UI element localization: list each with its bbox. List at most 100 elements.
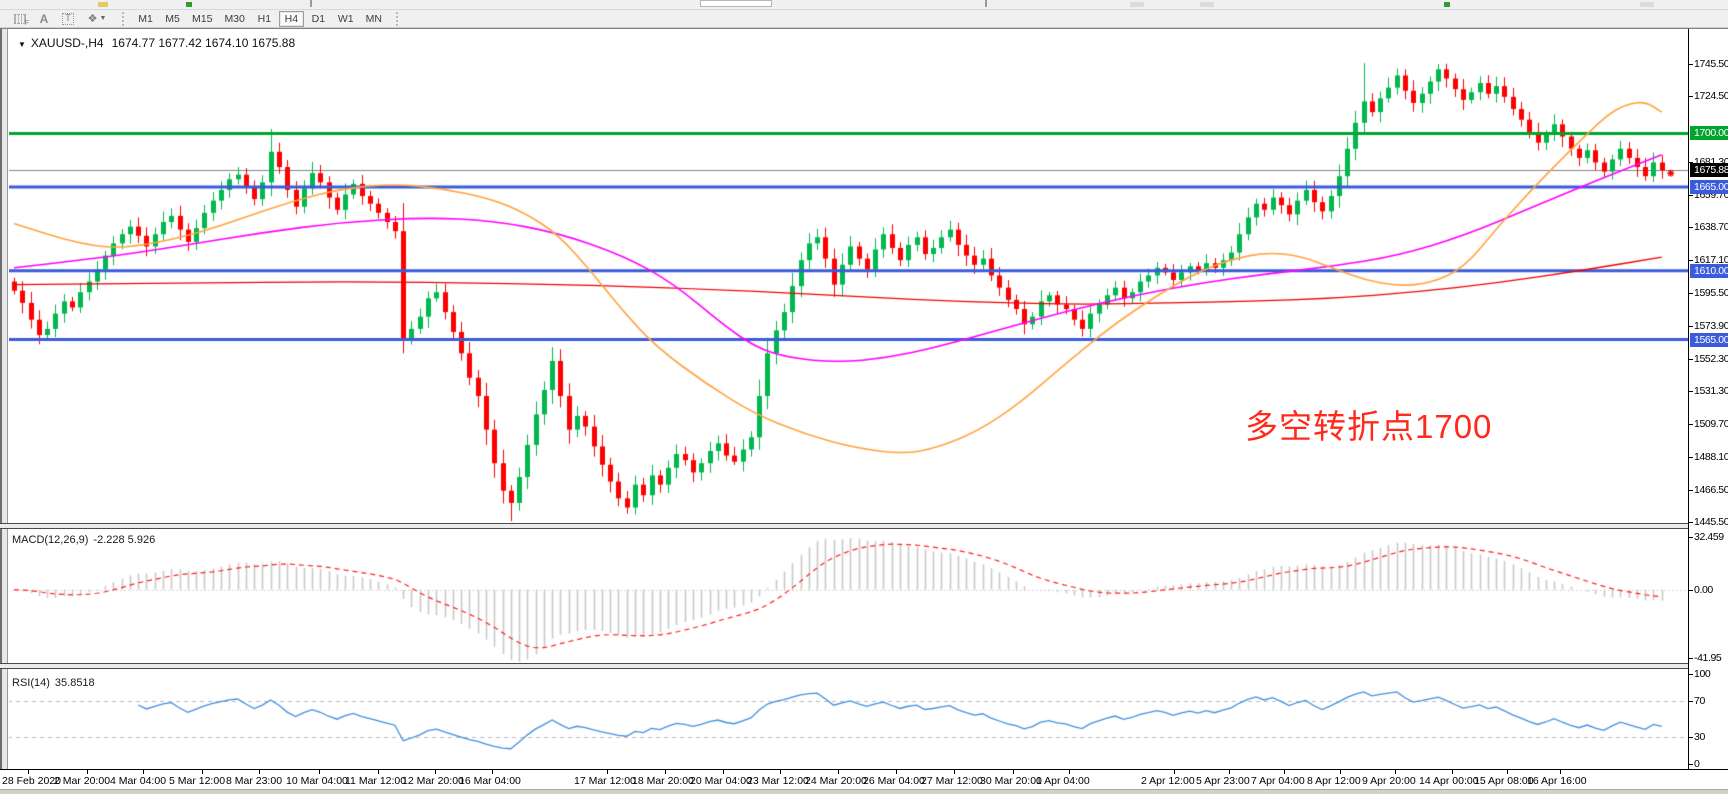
time-tick-mark — [1229, 770, 1230, 774]
price-tick: 1745.50 — [1694, 58, 1728, 70]
macd-tick: -41.95 — [1694, 652, 1722, 664]
rsi-tick-mark — [1689, 737, 1693, 738]
macd-values: -2.228 5.926 — [93, 534, 156, 546]
timeframe-button-h1[interactable]: H1 — [257, 12, 272, 25]
chart-text-annotation: 多空转折点1700 — [1245, 408, 1493, 445]
timeframe-button-mn[interactable]: MN — [365, 12, 382, 25]
time-label: 7 Apr 04:00 — [1251, 775, 1305, 787]
time-label: 20 Mar 04:00 — [690, 775, 752, 787]
window-bottom-edge — [0, 789, 1728, 794]
pane-separator-macd[interactable] — [0, 523, 1728, 529]
time-tick-mark — [1340, 770, 1341, 774]
time-tick-mark — [378, 770, 379, 774]
time-label: 10 Mar 04:00 — [286, 775, 348, 787]
macd-tick: 0.00 — [1694, 584, 1713, 596]
drawing-and-timeframe-toolbar: F A T ❖ ▼ M1 M5 M15 M30 H1 H4 D1 W1 MN — [0, 10, 1728, 28]
price-tick-mark — [1689, 391, 1693, 392]
toolbar-remnant-separator — [310, 0, 312, 7]
time-label: 27 Mar 12:00 — [921, 775, 983, 787]
time-tick-mark — [435, 770, 436, 774]
time-label: 18 Mar 20:00 — [632, 775, 694, 787]
boxed-t-icon: T — [61, 12, 75, 25]
price-tick-mark — [1689, 490, 1693, 491]
rsi-tick-mark — [1689, 701, 1693, 702]
time-tick-mark — [492, 770, 493, 774]
timeframe-button-m30[interactable]: M30 — [224, 12, 245, 25]
price-tick: 1552.30 — [1694, 353, 1728, 365]
time-label: 24 Mar 20:00 — [805, 775, 867, 787]
time-label: 16 Apr 16:00 — [1527, 775, 1587, 787]
indicator-grid-tool-button[interactable]: F — [8, 11, 32, 27]
price-tick: 1509.70 — [1694, 418, 1728, 430]
time-tick-mark — [319, 770, 320, 774]
toolbar-remnant-combobox — [700, 0, 772, 7]
time-tick-mark — [1507, 770, 1508, 774]
rsi-tick-mark — [1689, 674, 1693, 675]
rsi-name: RSI(14) — [12, 677, 50, 689]
time-tick-mark — [259, 770, 260, 774]
timeframe-button-w1[interactable]: W1 — [337, 12, 354, 25]
price-tick: 1573.90 — [1694, 320, 1728, 332]
macd-tick-mark — [1689, 590, 1693, 591]
time-tick-mark — [28, 770, 29, 774]
toolbar-separator — [395, 11, 401, 26]
time-tick-mark — [954, 770, 955, 774]
price-tick-mark — [1689, 326, 1693, 327]
time-label: 23 Mar 12:00 — [747, 775, 809, 787]
chart-title: ▼ XAUUSD-,H4 1674.77 1677.42 1674.10 1675.… — [18, 36, 295, 50]
time-label: 5 Apr 23:00 — [1196, 775, 1250, 787]
price-tick-mark — [1689, 96, 1693, 97]
time-tick-mark — [723, 770, 724, 774]
hline-price-badge: 1665.00 — [1690, 180, 1728, 194]
macd-tick: 32.459 — [1694, 531, 1724, 543]
chart-ohlc-values: 1674.77 1677.42 1674.10 1675.88 — [111, 36, 296, 50]
time-label: 26 Mar 04:00 — [863, 775, 925, 787]
rsi-tick: 30 — [1694, 731, 1705, 743]
time-label: 2 Mar 20:00 — [54, 775, 111, 787]
rsi-value: 35.8518 — [54, 677, 95, 689]
timeframe-button-m1[interactable]: M1 — [138, 12, 153, 25]
pane-separator-rsi[interactable] — [0, 663, 1728, 669]
chart-dropdown-arrow-icon[interactable]: ▼ — [18, 40, 26, 49]
chevron-down-icon: ▼ — [99, 15, 107, 22]
time-tick-mark — [1395, 770, 1396, 774]
time-tick-mark — [1560, 770, 1561, 774]
rsi-tick: 100 — [1694, 668, 1711, 680]
macd-tick-mark — [1689, 658, 1693, 659]
time-tick-mark — [143, 770, 144, 774]
price-tick-mark — [1689, 195, 1693, 196]
time-tick-mark — [665, 770, 666, 774]
text-label-tool-button[interactable]: T — [56, 11, 80, 27]
timeframe-button-h4[interactable]: H4 — [278, 10, 304, 27]
macd-tick-mark — [1689, 537, 1693, 538]
time-tick-mark — [896, 770, 897, 774]
timeframe-button-m15[interactable]: M15 — [192, 12, 213, 25]
hline-price-badge: 1700.00 — [1690, 126, 1728, 140]
time-axis[interactable]: 28 Feb 2020 2 Mar 20:00 4 Mar 04:00 5 Mar 1… — [0, 769, 1728, 789]
toolbar-remnant-separator — [985, 0, 987, 7]
timeframe-button-d1[interactable]: D1 — [311, 12, 326, 25]
time-label: 14 Apr 00:00 — [1419, 775, 1479, 787]
time-label: 8 Mar 23:00 — [226, 775, 283, 787]
grid-f-icon: F — [14, 13, 29, 27]
price-axis[interactable]: 1745.50 1724.50 1681.30 1659.70 1638.70 1617.… — [1688, 29, 1728, 770]
time-label: 17 Mar 12:00 — [574, 775, 636, 787]
hline-price-badge: 1610.00 — [1690, 264, 1728, 278]
price-tick: 1724.50 — [1694, 90, 1728, 102]
time-label: 4 Mar 04:00 — [110, 775, 167, 787]
arrows-tool-button[interactable]: ❖ ▼ — [80, 11, 114, 27]
price-tick-mark — [1689, 227, 1693, 228]
price-tick-mark — [1689, 522, 1693, 523]
text-tool-button[interactable]: A — [32, 11, 56, 27]
rsi-tick-mark — [1689, 764, 1693, 765]
price-tick-mark — [1689, 293, 1693, 294]
price-tick: 1531.30 — [1694, 385, 1728, 397]
time-label: 5 Mar 12:00 — [169, 775, 226, 787]
toolbar-remnant-icon — [186, 2, 192, 7]
timeframe-button-m5[interactable]: M5 — [165, 12, 180, 25]
time-label: 2 Apr 12:00 — [1141, 775, 1195, 787]
time-label: 30 Mar 20:00 — [980, 775, 1042, 787]
price-tick-mark — [1689, 424, 1693, 425]
time-label: 11 Mar 12:00 — [345, 775, 407, 787]
letter-a-icon: A — [39, 11, 49, 26]
